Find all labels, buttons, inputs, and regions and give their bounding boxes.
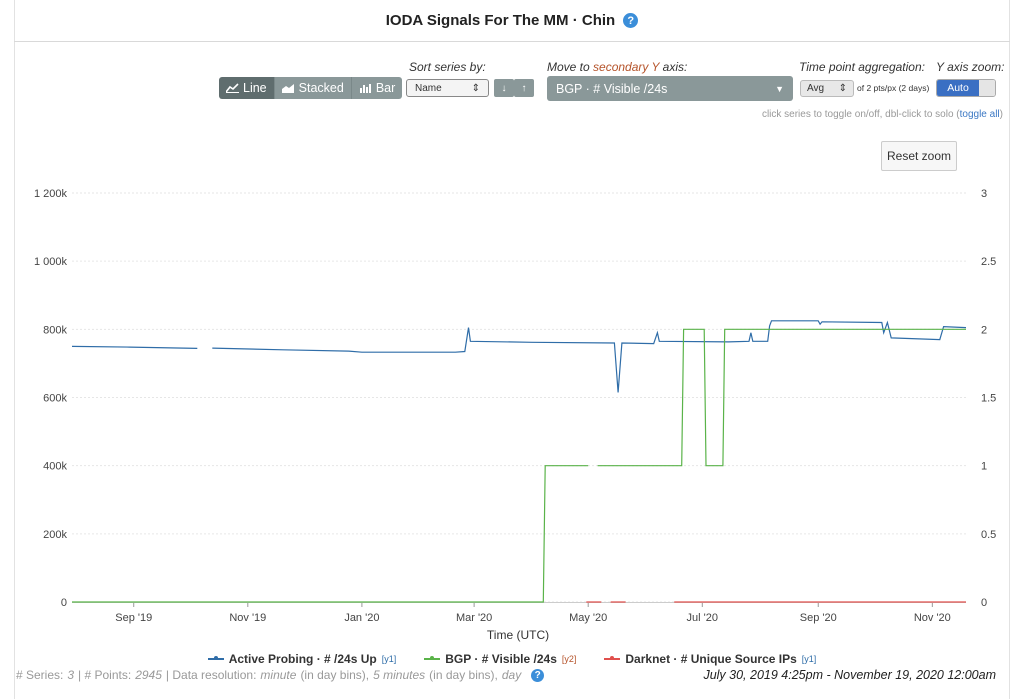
y1-tick-label: 200k	[43, 529, 67, 541]
x-tick-label: Nov '19	[229, 612, 266, 624]
title-bar: IODA Signals For The MM · Chin ?	[14, 0, 1010, 42]
reset-zoom-button[interactable]: Reset zoom	[881, 141, 957, 171]
chart-panel	[14, 0, 1010, 699]
y2-axis-ticks: 0 0.5 1 1.5 2 2.5 3	[981, 188, 996, 609]
resolution-label: | Data resolution:	[165, 668, 257, 682]
legend-item-darknet[interactable]: Darknet · # Unique Source IPs [y1]	[604, 651, 816, 667]
time-range: July 30, 2019 4:25pm - November 19, 2020…	[703, 668, 996, 682]
y2-tick-label: 2	[981, 324, 987, 336]
select-arrows-icon: ⇕	[471, 82, 480, 94]
x-tick-label: Nov '20	[914, 612, 951, 624]
area-chart-icon	[281, 84, 294, 93]
legend-item-bgp[interactable]: BGP · # Visible /24s [y2]	[424, 651, 576, 667]
aggregation-value: Avg	[807, 83, 825, 94]
y1-tick-label: 600k	[43, 393, 67, 405]
y2-tick-label: 0	[981, 597, 987, 609]
move-label-text: Move to	[547, 60, 594, 74]
line-view-label: Line	[243, 81, 267, 95]
bar-view-button[interactable]: Bar	[351, 77, 403, 99]
help-icon[interactable]: ?	[623, 13, 639, 28]
y1-tick-label: 1 200k	[34, 188, 68, 200]
aggregation-note: of 2 pts/px (2 days)	[857, 83, 930, 93]
toggle-all-link[interactable]: toggle all	[959, 109, 1000, 120]
legend-item-active-probing[interactable]: Active Probing · # /24s Up [y1]	[207, 651, 397, 667]
y1-axis-ticks: 0 200k 400k 600k 800k 1 000k 1 200k	[34, 188, 68, 609]
x-tick-label: Jul '20	[687, 612, 718, 624]
series-count-label: # Series:	[16, 668, 64, 682]
resolution-4: (in day bins),	[429, 668, 498, 682]
x-axis-title: Time (UTC)	[487, 628, 549, 642]
secondary-axis-select[interactable]: BGP · # Visible /24s ▼	[547, 76, 793, 101]
x-tick-label: Sep '20	[800, 612, 837, 624]
series-line-active-probing[interactable]	[71, 320, 967, 393]
secondary-axis-value: BGP · # Visible /24s	[556, 81, 668, 96]
series-hint: click series to toggle on/off, dbl-click…	[762, 109, 1003, 120]
sort-select-value: Name	[415, 82, 442, 94]
stacked-view-label: Stacked	[298, 81, 344, 95]
y-zoom-label: Y axis zoom:	[936, 60, 1005, 74]
legend-swatch	[207, 656, 224, 660]
grid-lines	[72, 192, 966, 603]
legend-label: BGP · # Visible /24s	[445, 652, 557, 666]
y2-tick-label: 0.5	[981, 529, 996, 541]
toggle-knob	[979, 80, 995, 96]
aggregation-label: Time point aggregation:	[799, 60, 925, 74]
resolution-5: day	[501, 668, 522, 682]
y-zoom-toggle[interactable]: Auto	[936, 79, 996, 97]
y1-tick-label: 800k	[43, 324, 67, 336]
legend-axis-tag: [y1]	[801, 654, 817, 664]
legend-label: Active Probing · # /24s Up	[228, 652, 377, 666]
legend: Active Probing · # /24s Up [y1] BGP · # …	[0, 651, 1024, 667]
hint-text: click series to toggle on/off, dbl-click…	[761, 109, 960, 120]
chart-type-toggle: Line Stacked Bar	[219, 77, 403, 99]
resolution-1: minute	[260, 668, 297, 682]
points-label: | # Points:	[78, 668, 132, 682]
series-line-bgp[interactable]	[72, 328, 966, 603]
move-axis-label: Move to secondary Y axis:	[547, 60, 687, 74]
series-lines[interactable]	[71, 320, 967, 603]
line-chart-icon	[226, 83, 239, 93]
sort-label: Sort series by:	[409, 60, 486, 74]
sort-ascending-button[interactable]: ↑	[514, 79, 534, 97]
legend-swatch	[424, 656, 441, 660]
x-axis-ticks: Sep '19 Nov '19 Jan '20 Mar '20 May '20 Jul '…	[72, 602, 966, 624]
y-zoom-value: Auto	[937, 80, 979, 96]
bar-view-label: Bar	[375, 81, 396, 95]
move-label-end: axis:	[659, 60, 688, 74]
line-view-button[interactable]: Line	[219, 77, 275, 99]
y1-tick-label: 0	[61, 597, 67, 609]
y2-tick-label: 2.5	[981, 256, 996, 268]
series-count: 3	[67, 668, 75, 682]
x-tick-label: May '20	[569, 612, 607, 624]
legend-axis-tag: [y2]	[561, 654, 577, 664]
y2-tick-label: 1.5	[981, 393, 996, 405]
select-arrows-icon: ⇕	[838, 83, 847, 94]
resolution-3: 5 minutes	[373, 668, 426, 682]
footer-stats: # Series: 3 | # Points: 2945 | Data reso…	[16, 668, 545, 682]
y1-tick-label: 400k	[43, 461, 67, 473]
legend-swatch	[604, 656, 621, 660]
stacked-view-button[interactable]: Stacked	[274, 77, 352, 99]
aggregation-select[interactable]: Avg ⇕	[800, 80, 854, 97]
y1-tick-label: 1 000k	[34, 256, 68, 268]
x-tick-label: Jan '20	[344, 612, 379, 624]
sort-select[interactable]: Name ⇕	[406, 79, 489, 97]
y2-tick-label: 3	[981, 188, 987, 200]
page-title: IODA Signals For The MM · Chin	[385, 12, 616, 29]
x-tick-label: Mar '20	[456, 612, 492, 624]
points-count: 2945	[135, 668, 162, 682]
hint-end: )	[999, 109, 1003, 120]
legend-label: Darknet · # Unique Source IPs	[625, 652, 797, 666]
x-tick-label: Sep '19	[115, 612, 152, 624]
move-label-accent: secondary Y	[593, 60, 660, 74]
chevron-down-icon: ▼	[775, 83, 784, 94]
bar-chart-icon	[359, 84, 371, 93]
y2-tick-label: 1	[981, 461, 987, 473]
resolution-2: (in day bins),	[300, 668, 370, 682]
legend-axis-tag: [y1]	[381, 654, 397, 664]
help-icon[interactable]: ?	[531, 668, 545, 682]
sort-descending-button[interactable]: ↓	[494, 79, 514, 97]
